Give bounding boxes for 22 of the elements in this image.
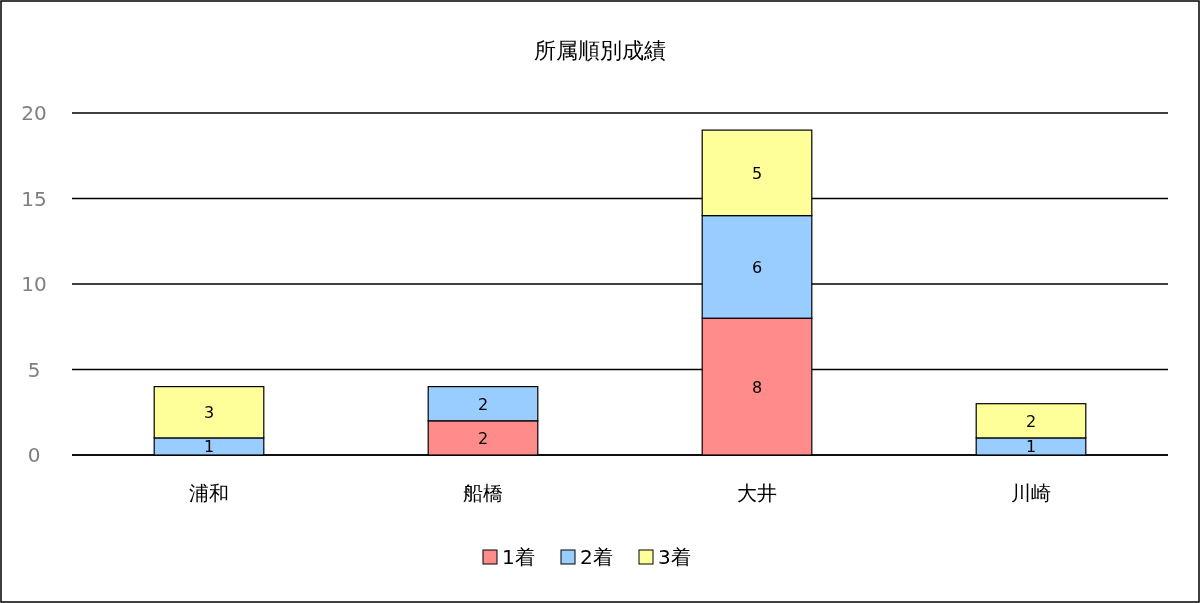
legend-label: 2着	[580, 545, 613, 569]
x-tick-label: 浦和	[189, 481, 229, 505]
y-tick-label: 20	[21, 101, 47, 125]
data-label: 8	[751, 377, 763, 397]
data-label: 2	[477, 394, 489, 414]
data-label: 6	[751, 257, 763, 277]
data-label: 1	[203, 437, 215, 457]
y-tick-label: 0	[27, 443, 41, 467]
y-tick-label: 15	[21, 186, 47, 211]
data-label: 1	[1025, 437, 1037, 457]
y-tick-label: 5	[27, 357, 41, 382]
x-tick-label: 船橋	[463, 481, 503, 505]
legend-label: 3着	[658, 545, 691, 569]
x-tick-label: 大井	[737, 481, 777, 505]
title: 所属順別成績	[534, 38, 666, 63]
data-label: 5	[751, 163, 763, 183]
data-label: 2	[477, 428, 489, 448]
data-label: 2	[1025, 411, 1037, 431]
legend-label: 1着	[502, 545, 535, 569]
y-tick-label: 10	[21, 272, 47, 296]
data-label: 3	[203, 403, 215, 423]
x-tick-label: 川崎	[1011, 481, 1051, 505]
